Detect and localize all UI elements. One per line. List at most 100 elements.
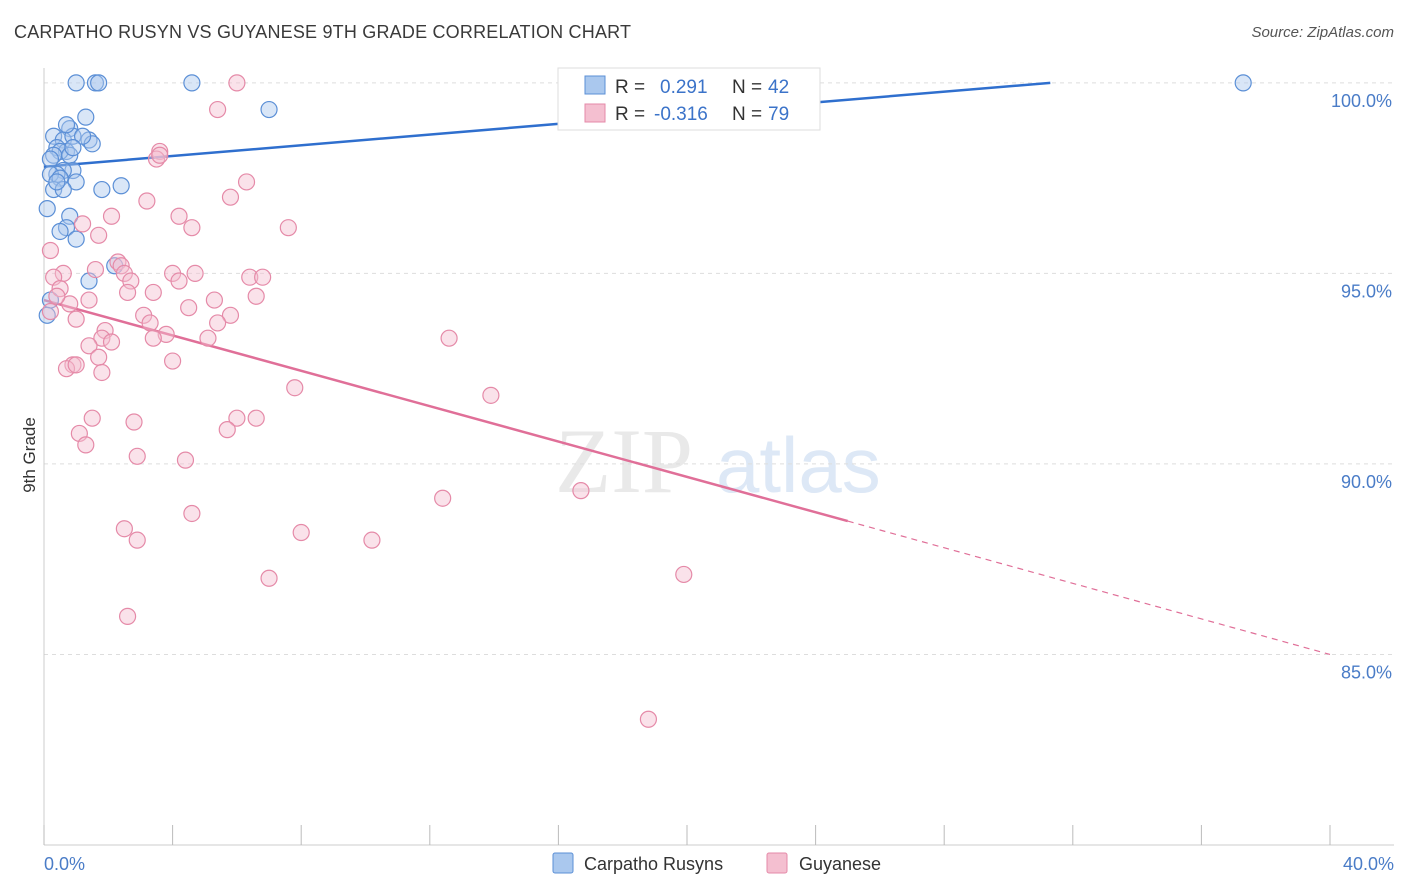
point-guyanese: [118, 607, 137, 625]
chart-title: CARPATHO RUSYN VS GUYANESE 9TH GRADE COR…: [14, 22, 632, 42]
point-guyanese: [183, 219, 201, 237]
point-guyanese: [639, 710, 658, 728]
point-guyanese: [164, 352, 182, 370]
point-guyanese: [170, 207, 188, 225]
bottom-legend-swatch-pink: [766, 852, 788, 874]
point-guyanese: [209, 100, 227, 119]
point-carpatho-rusyn: [51, 222, 69, 241]
point-carpatho-rusyn: [67, 173, 85, 191]
point-guyanese: [237, 173, 256, 191]
trend-lines: [43, 81, 1331, 656]
point-carpatho-rusyn: [48, 173, 66, 191]
x-tick-label-max: 40.0%: [1343, 854, 1394, 874]
point-guyanese: [186, 264, 204, 282]
point-carpatho-rusyn: [77, 108, 95, 126]
point-guyanese: [61, 295, 79, 313]
point-guyanese: [57, 360, 76, 378]
point-guyanese: [125, 413, 143, 431]
trend-line-guyanese-extrapolated: [847, 520, 1331, 656]
point-guyanese: [209, 314, 227, 332]
bottom-legend-label-2: Guyanese: [799, 854, 881, 874]
legend-n-label-1: N =: [732, 77, 762, 98]
point-guyanese: [363, 531, 381, 549]
point-carpatho-rusyn: [41, 150, 60, 168]
point-guyanese: [254, 268, 272, 286]
point-guyanese: [228, 74, 246, 92]
point-guyanese: [93, 363, 111, 382]
point-guyanese: [286, 379, 304, 397]
legend-n-value-2: 79: [768, 104, 789, 125]
point-guyanese: [572, 482, 590, 500]
point-guyanese: [128, 531, 146, 549]
point-carpatho-rusyn: [57, 116, 76, 134]
point-guyanese: [73, 215, 92, 233]
y-axis-label: 9th Grade: [20, 417, 39, 493]
point-guyanese: [176, 451, 195, 469]
point-guyanese: [228, 409, 246, 427]
point-guyanese: [260, 569, 278, 587]
point-guyanese: [93, 329, 111, 347]
point-guyanese: [199, 329, 217, 347]
scatter-points: [38, 74, 1252, 728]
point-guyanese: [247, 287, 265, 305]
legend-r-label-1: R =: [615, 77, 645, 98]
point-guyanese: [183, 504, 201, 523]
point-guyanese: [151, 146, 169, 164]
point-carpatho-rusyn: [1234, 74, 1252, 92]
point-carpatho-rusyn: [183, 74, 201, 92]
point-guyanese: [205, 291, 223, 309]
legend-r-value-2: -0.316: [654, 104, 708, 125]
point-carpatho-rusyn: [90, 74, 108, 92]
y-tick-label: 100.0%: [1331, 91, 1392, 111]
point-guyanese: [90, 226, 108, 244]
correlation-legend: R = 0.291 N = 42 R = -0.316 N = 79: [557, 67, 821, 131]
legend-r-value-1: 0.291: [660, 77, 708, 98]
point-guyanese: [90, 348, 108, 366]
point-guyanese: [144, 329, 162, 347]
point-guyanese: [675, 565, 693, 584]
point-carpatho-rusyn: [112, 177, 130, 195]
point-carpatho-rusyn: [67, 230, 85, 248]
legend-n-label-2: N =: [732, 104, 762, 125]
point-guyanese: [102, 207, 121, 225]
point-guyanese: [118, 283, 137, 302]
legend-r-label-2: R =: [615, 104, 645, 125]
point-guyanese: [221, 306, 240, 324]
point-guyanese: [77, 436, 95, 454]
point-guyanese: [292, 523, 310, 542]
point-guyanese: [221, 188, 240, 206]
x-tick-label-min: 0.0%: [44, 854, 85, 874]
y-tick-label: 95.0%: [1341, 281, 1392, 301]
bottom-legend-label-1: Carpatho Rusyns: [584, 854, 723, 874]
point-carpatho-rusyn: [73, 127, 92, 145]
point-guyanese: [41, 302, 60, 321]
point-guyanese: [138, 192, 156, 210]
point-guyanese: [170, 272, 188, 290]
point-guyanese: [241, 268, 259, 286]
point-carpatho-rusyn: [67, 74, 85, 92]
point-guyanese: [48, 287, 66, 305]
point-guyanese: [218, 421, 236, 439]
series-legend: Carpatho Rusyns Guyanese: [552, 852, 881, 874]
source-label: Source: ZipAtlas.com: [1251, 24, 1394, 41]
watermark-atlas: atlas: [716, 421, 881, 509]
y-tick-label: 85.0%: [1341, 662, 1392, 682]
point-guyanese: [157, 325, 175, 343]
point-guyanese: [41, 241, 60, 260]
point-guyanese: [115, 520, 133, 538]
point-guyanese: [247, 409, 265, 427]
watermark-zip: ZIP: [555, 410, 693, 512]
point-guyanese: [440, 329, 458, 347]
y-tick-label: 90.0%: [1341, 472, 1392, 492]
trend-line-guyanese: [43, 298, 849, 523]
point-guyanese: [128, 447, 146, 465]
point-carpatho-rusyn: [93, 180, 111, 199]
point-guyanese: [180, 299, 198, 317]
point-guyanese: [67, 356, 85, 374]
point-carpatho-rusyn: [64, 139, 82, 157]
legend-n-value-1: 42: [768, 77, 789, 98]
point-guyanese: [86, 260, 105, 279]
point-guyanese: [83, 409, 101, 427]
legend-swatch-blue: [584, 75, 606, 95]
point-guyanese: [80, 291, 98, 309]
